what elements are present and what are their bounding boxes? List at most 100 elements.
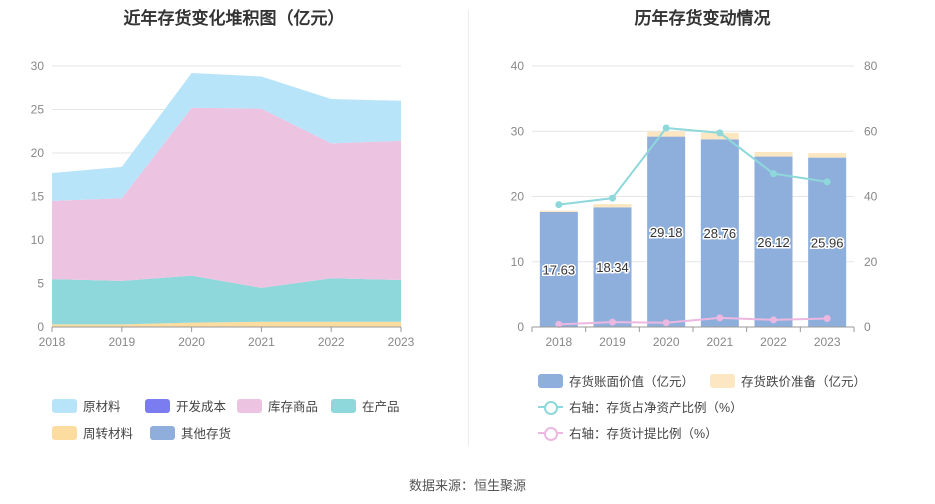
x-tick-label: 2021 (248, 335, 275, 349)
bar-impairment (593, 204, 632, 208)
line-point (662, 319, 670, 327)
left-chart-title: 近年存货变化堆积图（亿元） (123, 9, 345, 28)
line-series (558, 316, 828, 326)
bar-value-label: 26.12 (757, 235, 790, 250)
data-source-note: 数据来源：恒生聚源 (408, 478, 526, 493)
x-tick-label: 2022 (318, 335, 345, 349)
bar-book-value (754, 156, 793, 327)
bar-book-value (808, 157, 847, 327)
x-tick-label: 2020 (178, 335, 205, 349)
left-chart-panel: 近年存货变化堆积图（亿元） 0 5 10 15 20 25 30 2018 2019 2020 20… (0, 0, 468, 450)
y2-tick-label: 80 (864, 59, 878, 73)
legend-swatch (52, 425, 77, 440)
x-tick-label: 2020 (653, 335, 680, 349)
y-tick-label: 30 (31, 59, 45, 73)
line-point (555, 201, 563, 209)
x-tick-label: 2021 (706, 335, 733, 349)
line-point (662, 124, 670, 132)
area-series (52, 107, 401, 288)
y-tick-label: 20 (511, 190, 525, 204)
legend-item-finished-goods[interactable]: 库存商品 (237, 396, 318, 415)
line-point (555, 320, 563, 328)
y-tick-label: 30 (511, 124, 525, 138)
legend-item-wip[interactable]: 在产品 (331, 396, 400, 415)
legend-item-provision-ratio[interactable]: 右轴：存货计提比例（%） (538, 423, 718, 442)
bar-value-label: 29.18 (650, 225, 683, 240)
legend-item-other-inventory[interactable]: 其他存货 (150, 423, 231, 442)
bar-value-label: 28.76 (704, 226, 737, 241)
legend-line-swatch (538, 400, 563, 415)
line-point (770, 170, 777, 178)
y-tick-label: 10 (31, 233, 45, 247)
bar-book-value (647, 136, 686, 327)
bar-impairment (647, 131, 686, 137)
line-point (609, 194, 616, 202)
bar-value-label: 18.34 (596, 260, 629, 275)
legend-swatch (145, 398, 170, 413)
y-tick-label: 20 (31, 146, 45, 160)
area-series (52, 72, 401, 201)
y2-tick-label: 40 (864, 190, 878, 204)
legend-swatch (237, 398, 262, 413)
line-point (770, 316, 777, 324)
legend-label: 在产品 (362, 400, 400, 414)
bar-book-value (593, 207, 632, 327)
legend-label: 库存商品 (268, 400, 319, 414)
legend-item-net-asset-ratio[interactable]: 右轴：存货占净资产比例（%） (538, 397, 743, 416)
line-point (609, 318, 616, 326)
bar-impairment (754, 151, 793, 157)
legend-item-turnover-material[interactable]: 周转材料 (52, 423, 133, 442)
legend-item-impairment[interactable]: 存货跌价准备（亿元） (710, 371, 866, 390)
y-tick-label: 10 (511, 255, 525, 269)
right-chart-panel: 历年存货变动情况 0 10 20 30 40 0 20 40 60 80 17.63 18.34 29.… (470, 0, 935, 450)
line-point (823, 178, 831, 186)
y2-tick-label: 60 (864, 124, 878, 138)
x-tick-label: 2023 (388, 335, 415, 349)
legend-label: 存货账面价值（亿元） (569, 375, 695, 389)
legend-label: 右轴：存货占净资产比例（%） (569, 401, 743, 415)
y-tick-label: 15 (31, 190, 45, 204)
y2-tick-label: 20 (864, 255, 878, 269)
y-tick-label: 25 (31, 103, 45, 117)
legend-label: 其他存货 (181, 427, 232, 441)
left-chart-svg: 0 5 10 15 20 25 30 2018 2019 2020 2021 2022 2023 (31, 59, 415, 349)
bar-impairment (808, 153, 847, 158)
legend-label: 原材料 (83, 400, 121, 414)
legend-swatch (710, 373, 735, 388)
legend-label: 右轴：存货计提比例（%） (569, 427, 718, 441)
bar-book-value (539, 211, 578, 327)
line-point (823, 315, 831, 323)
x-tick-label: 2018 (39, 335, 66, 349)
line-point (716, 129, 724, 137)
legend-item-raw-material[interactable]: 原材料 (52, 396, 121, 415)
bar-impairment (539, 210, 578, 212)
x-tick-label: 2019 (599, 335, 626, 349)
legend-item-book-value[interactable]: 存货账面价值（亿元） (538, 371, 694, 390)
legend-swatch (331, 398, 356, 413)
x-tick-label: 2019 (108, 335, 135, 349)
line-point (716, 314, 724, 322)
x-tick-label: 2023 (814, 335, 841, 349)
panel-divider (468, 10, 469, 446)
area-series (52, 321, 401, 327)
line-series (558, 126, 828, 206)
legend-label: 开发成本 (176, 400, 227, 414)
legend-swatch (52, 398, 77, 413)
legend-label: 存货跌价准备（亿元） (741, 375, 867, 389)
bar-book-value (700, 139, 739, 327)
bar-value-label: 17.63 (543, 262, 576, 277)
legend-label: 周转材料 (83, 427, 134, 441)
y-tick-label: 0 (517, 320, 524, 334)
right-chart-svg: 0 10 20 30 40 0 20 40 60 80 17.63 18.34 29.18 28.76 26… (511, 59, 878, 349)
right-chart-title: 历年存货变动情况 (634, 9, 771, 28)
x-tick-label: 2018 (545, 335, 572, 349)
y-tick-label: 5 (37, 277, 44, 291)
y2-tick-label: 0 (864, 320, 871, 334)
y-tick-label: 0 (37, 320, 44, 334)
area-series (52, 275, 401, 325)
legend-swatch (538, 373, 563, 388)
legend-swatch (150, 425, 175, 440)
x-tick-label: 2022 (760, 335, 787, 349)
bar-value-label: 25.96 (811, 235, 844, 250)
legend-item-dev-cost[interactable]: 开发成本 (145, 396, 226, 415)
